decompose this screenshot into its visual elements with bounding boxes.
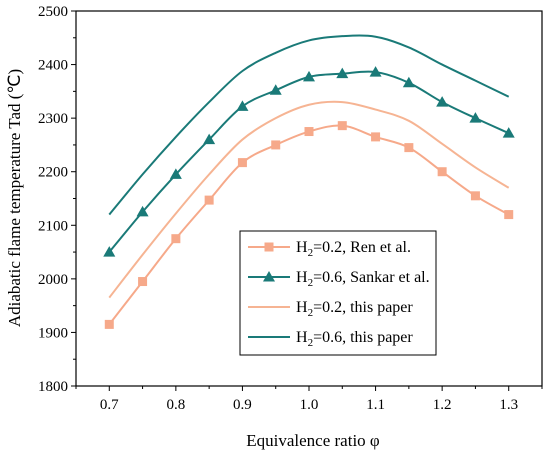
x-tick-label-0: 0.7 (100, 397, 119, 413)
series-1-point-10 (436, 96, 449, 107)
legend-marker-1 (263, 271, 275, 282)
x-tick-label-1: 0.8 (166, 397, 185, 413)
series-0-point-7 (337, 121, 347, 131)
legend-box (239, 230, 437, 356)
series-0-point-0 (104, 319, 114, 329)
series-1-point-0 (103, 246, 116, 257)
x-axis-title: Equivalence ratio φ (246, 431, 380, 450)
legend-label-0: H2=0.2, Ren et al. (296, 239, 411, 259)
series-1-point-3 (203, 133, 216, 145)
x-tick-label-3: 1.0 (300, 397, 319, 413)
series-1-point-9 (402, 76, 415, 88)
y-tick-label-2: 2000 (38, 272, 68, 288)
x-tick-label-2: 0.9 (233, 397, 252, 413)
series-0-point-12 (504, 210, 514, 220)
series-0-point-4 (237, 158, 247, 168)
legend: H2=0.2, Ren et al. H2=0.6, Sankar et al. H… (239, 230, 437, 356)
y-tick-label-4: 2200 (38, 165, 68, 181)
series-1-point-6 (303, 70, 315, 82)
series-0-point-3 (204, 195, 214, 205)
series-1-point-12 (502, 127, 515, 138)
legend-marker-0 (264, 242, 274, 252)
series-line-2 (108, 100, 510, 299)
y-tick-label-5: 2300 (38, 111, 68, 127)
series-1-point-5 (269, 84, 282, 95)
axes: 0.7 0.8 0.9 1.0 1.1 1.2 1.3 1800 1900 2000 2100 220… (38, 4, 543, 413)
series-1-point-2 (169, 168, 182, 179)
x-tick-label-6: 1.3 (499, 397, 518, 413)
x-tick-label-5: 1.2 (433, 397, 452, 413)
y-tick-label-7: 2500 (38, 4, 68, 20)
series-layer (103, 34, 515, 329)
series-line-1 (108, 70, 510, 253)
series-1-point-7 (336, 67, 349, 79)
series-1-point-1 (136, 205, 149, 217)
legend-label-2: H2=0.2, this paper (296, 299, 413, 319)
series-0-point-2 (171, 234, 181, 244)
series-0-point-10 (437, 167, 447, 177)
series-1-point-4 (236, 100, 249, 111)
series-line-3 (108, 34, 510, 216)
series-0-point-8 (371, 132, 381, 142)
legend-label-1: H2=0.6, Sankar et al. (296, 269, 430, 289)
series-0-point-5 (271, 140, 281, 150)
y-tick-label-0: 1800 (38, 379, 68, 395)
y-tick-label-6: 2400 (38, 58, 68, 74)
series-1-point-11 (469, 112, 482, 123)
series-0-point-9 (404, 143, 414, 153)
series-0-point-11 (470, 191, 480, 201)
series-0-point-6 (304, 127, 314, 137)
legend-label-3: H2=0.6, this paper (296, 329, 413, 349)
x-tick-label-4: 1.1 (366, 397, 385, 413)
y-tick-label-1: 1900 (38, 325, 68, 341)
y-tick-label-3: 2100 (38, 218, 68, 234)
series-0-point-1 (138, 277, 148, 287)
y-axis-title: Adiabatic flame temperature Tad (℃) (5, 69, 24, 327)
series-1-point-8 (369, 66, 382, 77)
